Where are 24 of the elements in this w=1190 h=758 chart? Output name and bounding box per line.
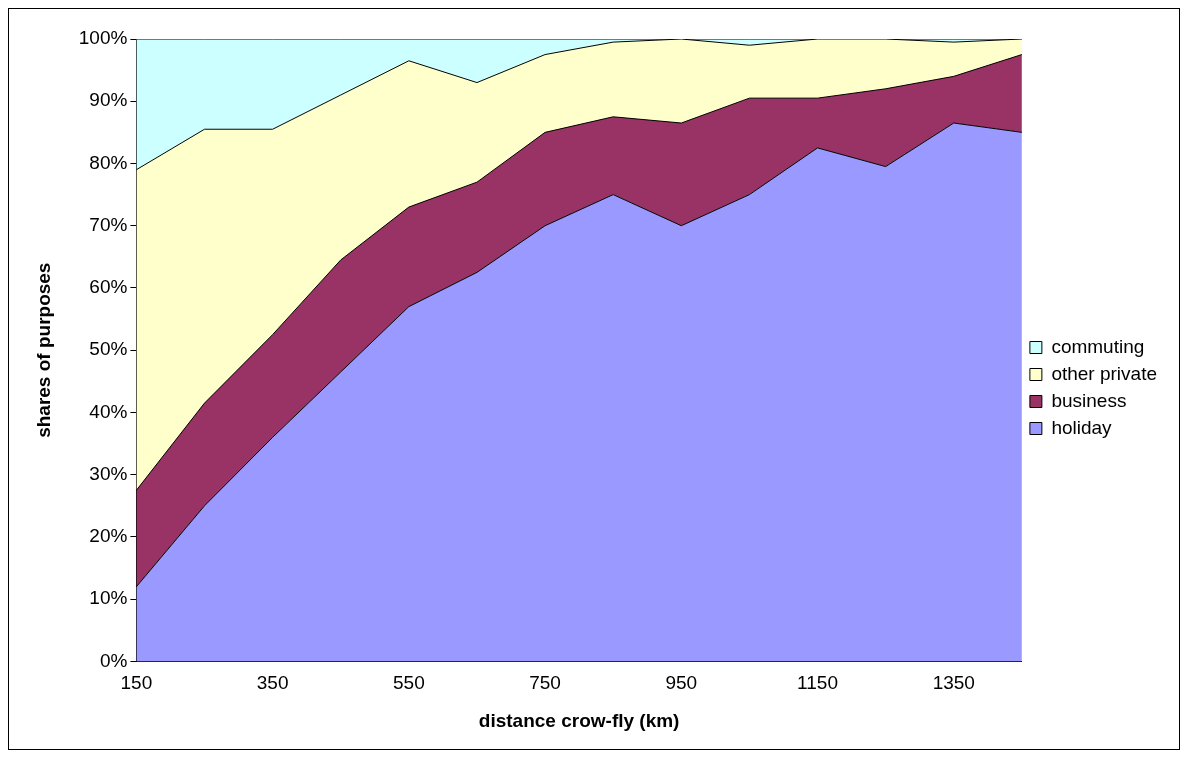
x-tick-label: 1350	[932, 672, 975, 694]
legend-label: holiday	[1051, 416, 1113, 438]
legend-label: commuting	[1051, 335, 1145, 357]
x-tick-label: 1150	[797, 672, 838, 694]
x-axis-title: distance crow-fly (km)	[478, 709, 680, 731]
y-tick-label: 30%	[89, 462, 128, 484]
y-tick-label: 90%	[89, 89, 128, 111]
legend-label: other private	[1051, 362, 1158, 384]
y-tick-label: 40%	[89, 400, 128, 422]
y-tick-label: 60%	[89, 276, 128, 298]
y-tick-label: 0%	[99, 649, 128, 671]
x-tick-label: 150	[120, 672, 153, 694]
x-tick-label: 350	[256, 672, 289, 694]
y-axis-title: shares of purposes	[32, 262, 54, 438]
y-tick-label: 50%	[89, 338, 128, 360]
y-tick-label: 20%	[89, 525, 128, 547]
x-tick-label: 550	[393, 672, 425, 694]
y-tick-label: 100%	[78, 27, 128, 49]
y-tick-label: 70%	[89, 213, 128, 235]
x-tick-label: 950	[665, 672, 698, 694]
y-tick-label: 10%	[89, 587, 128, 609]
legend-label: business	[1051, 389, 1127, 411]
y-tick-label: 80%	[89, 151, 128, 173]
x-tick-label: 750	[529, 672, 561, 694]
